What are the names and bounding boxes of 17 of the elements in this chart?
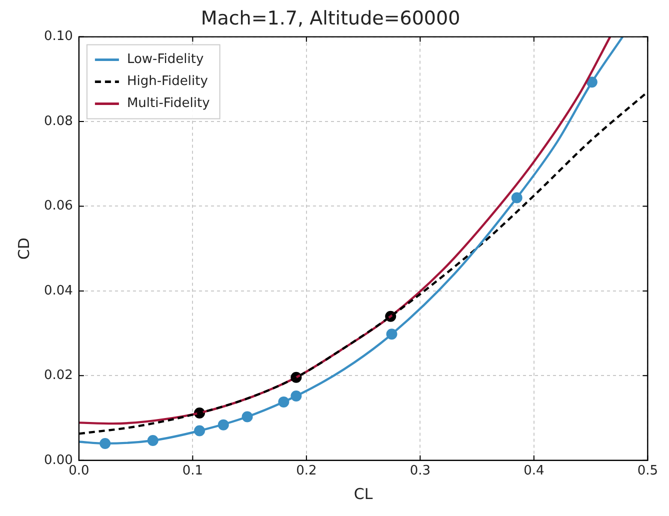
legend-label: Multi-Fidelity <box>126 96 210 112</box>
y-tick-label: 0.04 <box>44 283 73 298</box>
y-tick-label: 0.06 <box>44 198 73 214</box>
y-axis-title: CD <box>14 238 33 260</box>
y-tick-label: 0.08 <box>44 114 73 129</box>
x-tick-label: 0.0 <box>68 464 90 479</box>
y-tick-label: 0.02 <box>44 368 73 384</box>
x-tick-label: 0.3 <box>410 464 431 479</box>
y-tick-label: 0.10 <box>44 29 73 44</box>
chart-title: Mach=1.7, Altitude=60000 <box>200 7 460 30</box>
legend-label: High-Fidelity <box>126 74 208 90</box>
x-tick-label: 0.1 <box>182 464 204 479</box>
x-tick-label: 0.4 <box>524 464 544 479</box>
legend-label: Low-Fidelity <box>126 52 204 68</box>
x-tick-label: 0.5 <box>637 464 658 479</box>
x-axis-title: CL <box>354 484 374 503</box>
x-tick-label: 0.2 <box>296 464 317 479</box>
